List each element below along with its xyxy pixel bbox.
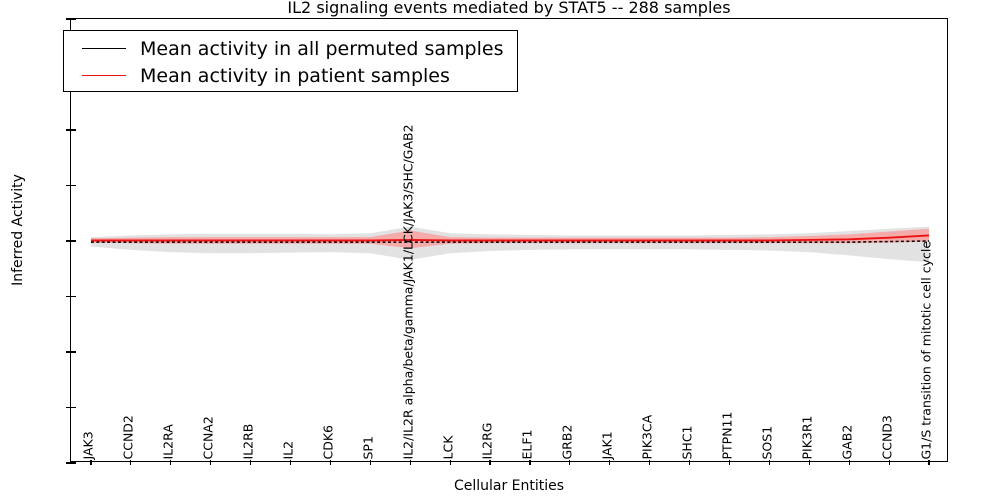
legend-label-patient: Mean activity in patient samples	[140, 64, 450, 87]
y-tick-mark-outer	[66, 240, 71, 242]
y-tick-mark-outer	[66, 184, 71, 187]
x-tick-label: CCND2	[120, 414, 136, 459]
x-tick-mark	[130, 460, 132, 465]
x-tick-label: SP1	[360, 435, 376, 459]
x-tick-label: PTPN11	[719, 411, 735, 459]
y-tick-mark	[71, 406, 76, 409]
y-tick-mark	[71, 295, 76, 298]
legend-label-permuted: Mean activity in all permuted samples	[140, 37, 504, 60]
legend: Mean activity in all permuted samples Me…	[63, 30, 518, 92]
x-tick-label: IL2RB	[240, 423, 256, 459]
y-tick-mark	[71, 18, 76, 20]
x-tick-mark	[449, 460, 451, 465]
x-tick-label: JAK1	[599, 430, 615, 459]
y-tick-mark-outer	[66, 18, 71, 20]
y-tick-mark-outer	[66, 295, 71, 298]
y-tick-mark-outer	[66, 462, 71, 464]
x-tick-mark	[289, 460, 292, 465]
x-tick-label: JAK3	[80, 430, 96, 459]
x-tick-mark	[170, 460, 172, 465]
x-tick-label: CDK6	[320, 424, 336, 459]
x-tick-mark	[688, 460, 691, 465]
x-tick-label: LCK	[440, 435, 456, 459]
y-tick-mark	[71, 462, 76, 464]
series-band-patient	[90, 228, 930, 249]
x-tick-mark	[649, 460, 651, 465]
x-tick-mark	[90, 460, 92, 465]
x-tick-label: SOS1	[759, 425, 775, 459]
x-tick-mark	[210, 460, 212, 465]
plot-area: −4−3−2−101234 JAK3CCND2IL2RACCNA2IL2RBIL…	[66, 18, 948, 465]
x-tick-mark	[728, 460, 731, 465]
y-tick-mark	[71, 129, 76, 131]
x-tick-label: GAB2	[839, 424, 855, 459]
x-tick-mark	[888, 460, 890, 465]
x-tick-label: IL2	[280, 440, 296, 459]
legend-item-patient: Mean activity in patient samples	[72, 62, 509, 89]
x-tick-mark	[409, 460, 411, 465]
x-tick-label: CCND3	[879, 414, 895, 459]
x-axis-label: Cellular Entities	[453, 478, 565, 494]
x-tick-label: GRB2	[559, 424, 575, 459]
x-tick-label: G1/S transition of mitotic cell cycle	[918, 240, 934, 459]
x-tick-label: CCNA2	[200, 415, 216, 459]
y-tick-mark	[71, 351, 76, 353]
x-tick-label: IL2/IL2R alpha/beta/gamma/JAK1/LCK/JAK3/…	[400, 123, 416, 459]
x-tick-mark	[489, 460, 491, 465]
legend-item-permuted: Mean activity in all permuted samples	[72, 35, 509, 62]
x-tick-label: SHC1	[679, 424, 695, 459]
x-tick-label: IL2RA	[160, 423, 176, 459]
series-line-permuted	[90, 240, 930, 243]
x-tick-mark	[928, 460, 930, 465]
legend-swatch-permuted	[82, 48, 126, 49]
x-tick-label: PIK3R1	[799, 414, 815, 459]
y-axis-label: Inferred Activity	[10, 174, 26, 286]
plot-clip	[71, 19, 947, 461]
x-tick-mark	[808, 460, 810, 465]
x-tick-mark	[329, 460, 331, 465]
x-tick-label: IL2RG	[479, 422, 495, 459]
x-tick-mark	[249, 460, 252, 465]
x-tick-label: PIK3CA	[639, 414, 655, 459]
x-tick-mark	[369, 460, 371, 465]
series-line-patient	[90, 234, 930, 242]
series-canvas	[90, 226, 930, 263]
series-band-permuted	[90, 226, 930, 263]
x-tick-mark	[768, 460, 770, 465]
x-tick-mark	[529, 460, 531, 465]
y-tick-mark-outer	[66, 351, 71, 353]
y-tick-mark-outer	[66, 406, 71, 409]
x-tick-label: ELF1	[519, 428, 535, 459]
y-tick-mark	[71, 184, 76, 187]
x-tick-mark	[848, 460, 850, 465]
page-title: IL2 signaling events mediated by STAT5 -…	[287, 0, 731, 17]
x-tick-mark	[609, 460, 611, 465]
x-tick-mark	[569, 460, 571, 465]
y-tick-mark-outer	[66, 129, 71, 131]
legend-swatch-patient	[82, 75, 126, 76]
y-tick-mark	[71, 240, 76, 242]
